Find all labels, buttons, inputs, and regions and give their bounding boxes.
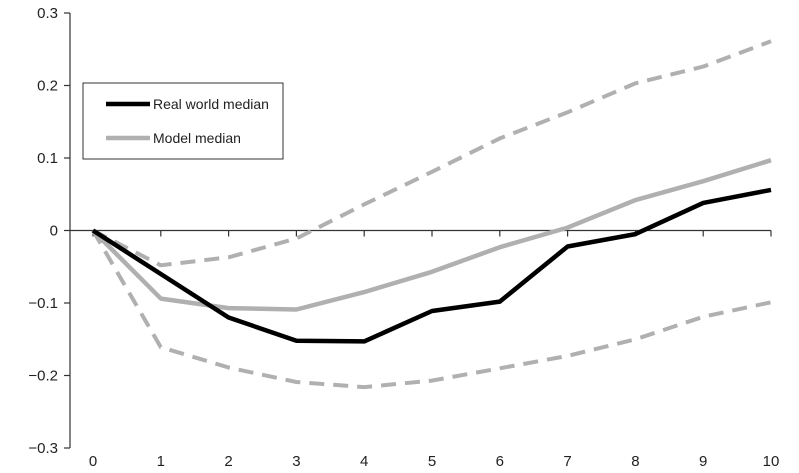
series-line-upper (92, 39, 772, 268)
x-tick-label: 10 (763, 453, 780, 468)
legend-box (82, 82, 284, 160)
legend-label-model: Model median (153, 130, 241, 146)
y-tick-label: 0.3 (37, 5, 58, 22)
axes: 0.3 0.2 0.1 0 −0.1 −0.2 −0.3 0 1 2 3 4 5 6 7 8 9 10 (28, 5, 780, 470)
x-tick-label: 3 (292, 453, 300, 468)
series-line-lower (91, 229, 772, 390)
y-tick-label: −0.3 (28, 440, 58, 457)
x-tick-label: 1 (157, 453, 165, 468)
series-line-real (91, 187, 772, 344)
y-tick-label: 0.1 (37, 150, 58, 167)
x-tick-label: 4 (360, 453, 368, 468)
legend: Real world median Model median (82, 82, 284, 160)
x-tick-label: 7 (563, 453, 571, 468)
x-tick-label: 2 (224, 453, 232, 468)
y-tick-label: −0.1 (28, 295, 58, 312)
legend-label-real: Real world median (153, 96, 269, 112)
x-tick-label: 6 (496, 453, 504, 468)
x-tick-label: 8 (631, 453, 639, 468)
x-tick-label: 9 (699, 453, 707, 468)
y-tick-label: −0.2 (28, 368, 58, 385)
x-tick-label: 5 (428, 453, 436, 468)
x-tick-label: 0 (89, 453, 97, 468)
y-tick-label: 0.2 (37, 78, 58, 95)
series-lines (91, 39, 772, 390)
y-tick-label: 0 (50, 223, 58, 240)
